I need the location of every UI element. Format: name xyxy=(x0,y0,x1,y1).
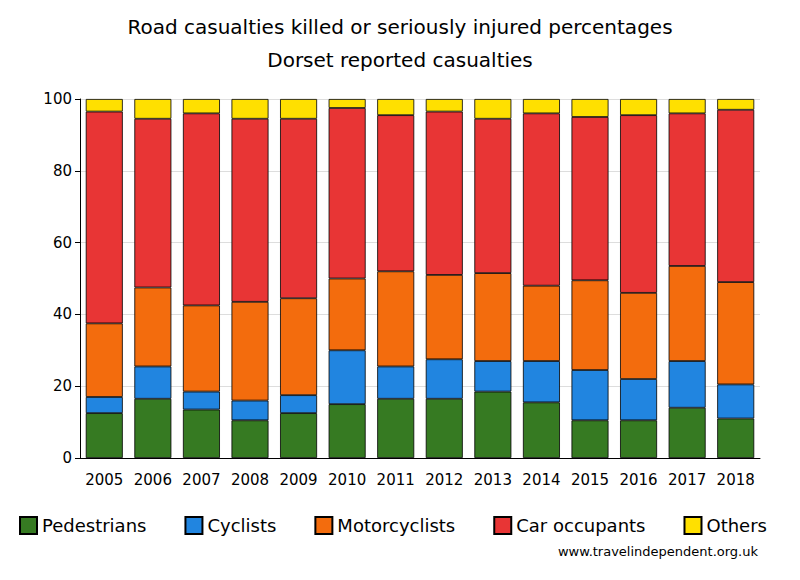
svg-text:100: 100 xyxy=(43,90,72,108)
svg-text:2015: 2015 xyxy=(571,471,609,489)
svg-text:2016: 2016 xyxy=(619,471,657,489)
svg-text:2011: 2011 xyxy=(377,471,415,489)
svg-text:2009: 2009 xyxy=(279,471,317,489)
svg-text:2010: 2010 xyxy=(328,471,366,489)
svg-text:20: 20 xyxy=(53,377,72,395)
svg-text:Car occupants: Car occupants xyxy=(516,515,645,536)
svg-text:2017: 2017 xyxy=(668,471,706,489)
svg-text:2006: 2006 xyxy=(134,471,172,489)
svg-text:2008: 2008 xyxy=(231,471,269,489)
svg-text:2007: 2007 xyxy=(182,471,220,489)
svg-text:2014: 2014 xyxy=(522,471,560,489)
svg-text:40: 40 xyxy=(53,305,72,323)
svg-text:Pedestrians: Pedestrians xyxy=(42,515,146,536)
svg-text:Others: Others xyxy=(706,515,767,536)
svg-text:Cyclists: Cyclists xyxy=(207,515,276,536)
svg-text:2012: 2012 xyxy=(425,471,463,489)
svg-text:Motorcyclists: Motorcyclists xyxy=(337,515,455,536)
svg-text:2005: 2005 xyxy=(85,471,123,489)
svg-text:80: 80 xyxy=(53,162,72,180)
svg-text:Road casualties killed or seri: Road casualties killed or seriously inju… xyxy=(127,15,672,39)
svg-text:0: 0 xyxy=(62,449,72,467)
svg-text:2018: 2018 xyxy=(717,471,755,489)
svg-text:Dorset reported casualties: Dorset reported casualties xyxy=(267,48,533,72)
svg-text:www.travelindependent.org.uk: www.travelindependent.org.uk xyxy=(558,544,759,559)
svg-text:2013: 2013 xyxy=(474,471,512,489)
svg-text:60: 60 xyxy=(53,234,72,252)
